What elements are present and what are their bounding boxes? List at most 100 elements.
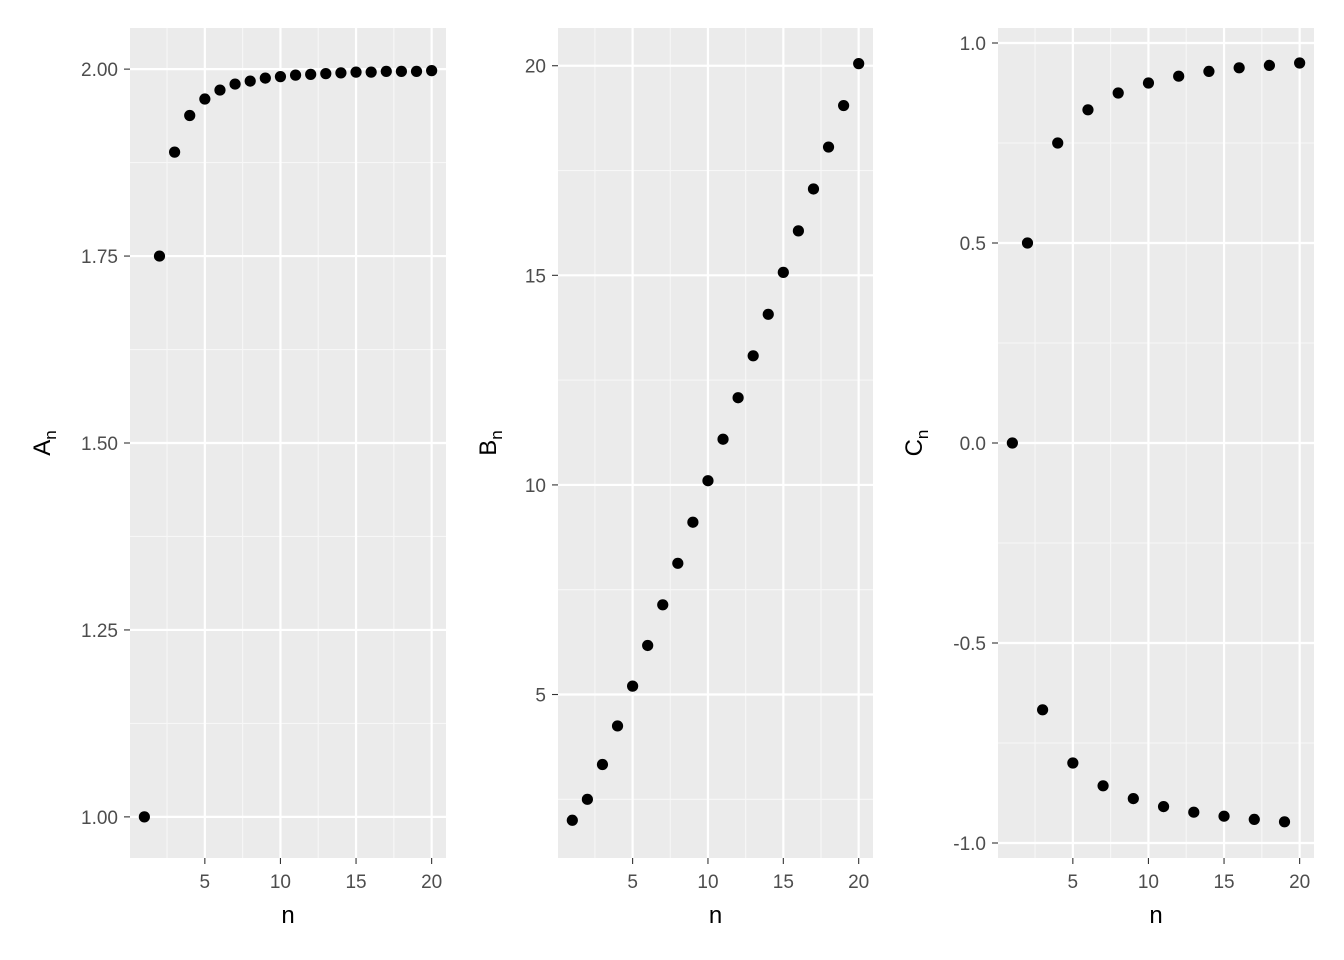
y-tick-label: -0.5 xyxy=(953,634,986,655)
data-point xyxy=(1278,816,1291,828)
y-tick-label: 0.5 xyxy=(960,234,986,255)
x-tick-label: 10 xyxy=(1138,872,1159,893)
y-tick-label: 15 xyxy=(525,266,546,287)
data-point xyxy=(365,66,377,78)
y-tick-label: 1.25 xyxy=(81,621,118,642)
y-tick-label: 1.0 xyxy=(960,34,986,55)
data-point xyxy=(289,69,302,81)
y-axis-title: Cn xyxy=(901,430,932,457)
data-point xyxy=(611,720,624,732)
x-tick-label: 15 xyxy=(773,872,794,893)
data-point xyxy=(717,433,729,445)
data-point xyxy=(153,250,166,262)
data-point xyxy=(1294,57,1306,69)
data-point xyxy=(853,58,865,70)
data-point xyxy=(747,350,759,362)
data-point xyxy=(259,72,271,84)
data-point xyxy=(426,65,438,77)
data-point xyxy=(320,68,332,80)
y-axis-title-main: B xyxy=(475,440,502,456)
data-point xyxy=(1112,87,1124,99)
data-point xyxy=(1142,77,1155,89)
data-point xyxy=(822,141,835,153)
data-point xyxy=(335,67,347,79)
data-point xyxy=(1203,65,1215,77)
y-tick-label: 20 xyxy=(525,57,546,78)
data-point xyxy=(642,639,654,652)
data-point xyxy=(672,557,684,569)
data-point xyxy=(1021,237,1034,249)
data-point xyxy=(792,225,804,237)
data-point xyxy=(566,814,578,826)
data-point xyxy=(1173,70,1185,82)
y-axis-title-main: A xyxy=(29,440,56,456)
panel-background xyxy=(558,28,873,858)
x-tick-label: 10 xyxy=(697,872,718,893)
x-tick-label: 15 xyxy=(1213,872,1234,893)
data-point xyxy=(395,65,407,77)
x-tick-label: 20 xyxy=(848,872,869,893)
x-tick-label: 5 xyxy=(200,872,211,893)
data-point xyxy=(1218,810,1230,822)
y-tick-label: 0.0 xyxy=(960,434,986,455)
data-point xyxy=(1248,813,1260,826)
y-tick-label: 1.00 xyxy=(81,808,118,829)
x-tick-label: 5 xyxy=(1068,872,1079,893)
data-point xyxy=(762,308,774,320)
data-point xyxy=(1127,793,1139,805)
y-tick-label: 2.00 xyxy=(81,60,118,81)
data-point xyxy=(350,66,362,78)
y-tick-label: 1.75 xyxy=(81,247,118,268)
data-point xyxy=(274,71,287,83)
data-point xyxy=(305,68,317,80)
data-point xyxy=(1097,780,1109,792)
data-point xyxy=(214,84,226,96)
data-point xyxy=(1052,137,1064,149)
data-point xyxy=(687,516,699,528)
y-axis-title-subscript: n xyxy=(487,430,506,439)
data-point xyxy=(702,475,714,487)
data-point xyxy=(1157,801,1170,813)
y-tick-label: 1.50 xyxy=(81,434,118,455)
data-point xyxy=(657,599,669,611)
y-axis-title-subscript: n xyxy=(913,430,932,439)
x-axis-title: n xyxy=(281,902,294,929)
data-point xyxy=(1263,59,1275,71)
data-point xyxy=(1233,62,1245,74)
data-point xyxy=(1006,437,1018,449)
data-point xyxy=(1082,104,1094,116)
x-axis-title: n xyxy=(1149,902,1162,929)
data-point xyxy=(1067,757,1079,769)
data-point xyxy=(169,146,181,158)
data-point xyxy=(229,78,241,90)
data-point xyxy=(1037,704,1049,716)
data-point xyxy=(184,109,196,122)
x-tick-label: 20 xyxy=(421,872,442,893)
data-point xyxy=(199,93,211,105)
data-point xyxy=(581,793,593,805)
x-tick-label: 20 xyxy=(1289,872,1310,893)
y-axis-title-subscript: n xyxy=(41,430,60,439)
data-point xyxy=(838,99,850,112)
data-point xyxy=(410,65,423,77)
x-tick-label: 10 xyxy=(270,872,291,893)
data-point xyxy=(596,758,609,771)
x-tick-label: 5 xyxy=(627,872,638,893)
y-tick-label: 10 xyxy=(525,476,546,497)
y-tick-label: 5 xyxy=(535,686,546,707)
y-axis-title: An xyxy=(29,430,60,455)
data-point xyxy=(627,680,639,692)
x-tick-label: 15 xyxy=(345,872,366,893)
data-point xyxy=(807,183,820,195)
data-point xyxy=(380,65,392,77)
x-axis-title: n xyxy=(709,902,722,929)
y-axis-title: Bn xyxy=(475,430,506,455)
data-point xyxy=(138,811,150,823)
data-point xyxy=(244,75,256,87)
data-point xyxy=(732,392,744,404)
y-axis-title-main: C xyxy=(901,439,928,456)
